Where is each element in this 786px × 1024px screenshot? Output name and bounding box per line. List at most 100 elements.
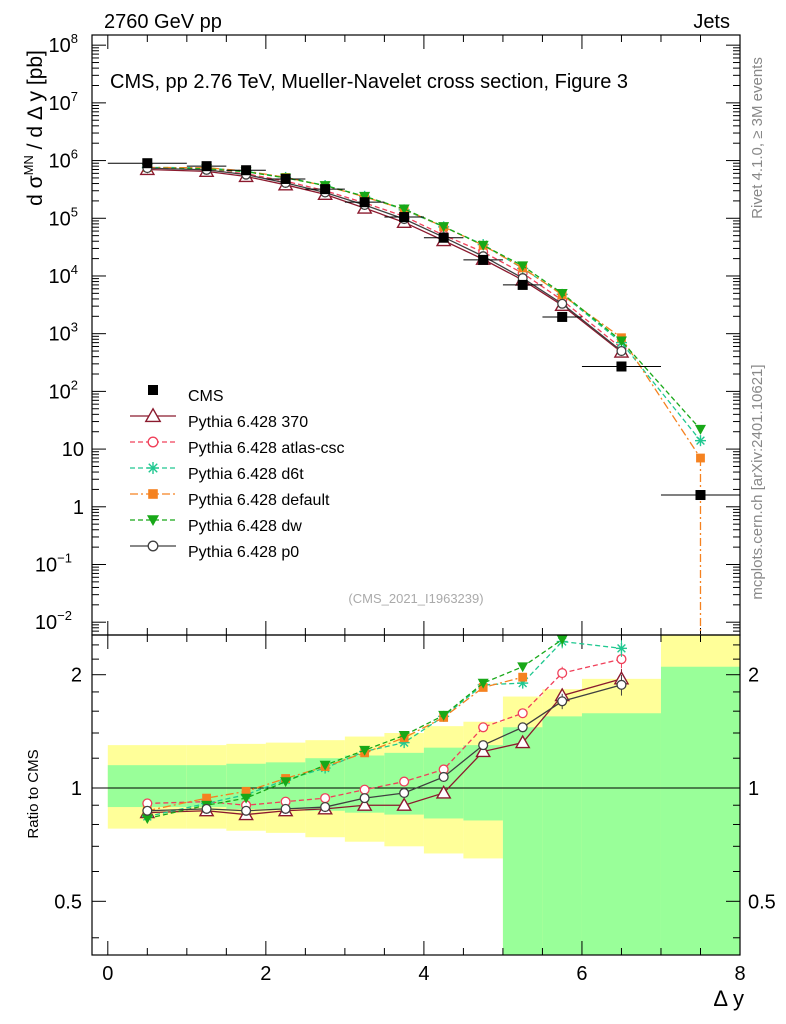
ratio-point-p370 (514, 734, 531, 749)
ratio-point-default (518, 672, 528, 682)
ratio-axis: 0.5 0.5 1 1 2 2 0 2 4 6 8 (54, 635, 776, 985)
main-axis: 10−2 10−1 1 10 102 103 104 105 106 107 108 (35, 31, 741, 635)
main-point-dw (438, 222, 450, 233)
legend-marker-d6t (147, 462, 159, 474)
main-y-tick-label: 10 (62, 439, 84, 461)
main-y-tick-label: 105 (49, 204, 78, 230)
ratio-y-tick-label: 1 (71, 778, 82, 800)
legend-label-cms: CMS (188, 388, 224, 405)
legend-marker-p0 (147, 540, 159, 552)
cms-point (438, 232, 449, 243)
ratio-point-p0 (616, 679, 627, 690)
ratio-point-p0 (557, 696, 568, 707)
ratio-y-tick-label-right: 1 (748, 778, 759, 800)
legend-marker-dw (147, 515, 159, 526)
legend-marker-default (148, 489, 158, 499)
legend-marker-atlas (147, 436, 159, 448)
ratio-line-p370 (147, 678, 622, 816)
x-tick-label: 4 (418, 963, 429, 985)
main-y-tick-label: 104 (49, 262, 78, 288)
main-point-p0 (557, 298, 568, 309)
ratio-series-atlas (142, 650, 627, 811)
cms-point (320, 184, 331, 195)
main-point-d6t (694, 435, 706, 447)
ratio-frame (91, 634, 741, 956)
main-point-dw (398, 204, 410, 215)
main-series-cms (107, 158, 740, 501)
main-y-tick-label: 106 (49, 147, 78, 173)
ratio-point-p0 (201, 803, 212, 814)
cms-point (399, 212, 410, 223)
ratio-point-dw (319, 760, 331, 771)
ratio-point-p370 (356, 797, 373, 811)
main-series-dw (141, 163, 706, 435)
main-point-dw (556, 288, 568, 299)
main-y-tick-label: 103 (49, 320, 78, 346)
ratio-point-p0 (280, 803, 291, 814)
legend: CMS Pythia 6.428 370 Pythia 6.428 atlas-… (130, 385, 345, 561)
main-line-p370 (147, 168, 622, 353)
main-point-dw (615, 336, 627, 347)
ratio-line-default (147, 676, 523, 812)
ratio-point-p370 (396, 797, 412, 811)
stat-band (581, 713, 661, 955)
main-y-tick-label: 107 (49, 89, 78, 115)
ratio-series-dw (141, 635, 568, 824)
ratio-point-p370 (475, 743, 491, 758)
plot-title: CMS, pp 2.76 TeV, Mueller-Navelet cross … (110, 71, 628, 93)
rivet-label: Rivet 4.1.0, ≥ 3M events (749, 57, 766, 219)
main-ylabel: d σMN / d Δ y [pb] (21, 50, 47, 206)
ratio-point-p370 (435, 784, 452, 799)
x-tick-label: 2 (260, 963, 271, 985)
legend-label-dw: Pythia 6.428 dw (188, 518, 302, 535)
ratio-point-dw (240, 793, 252, 804)
ratio-point-default (241, 786, 251, 796)
legend-marker-p370 (144, 407, 162, 423)
ratio-ylabel: Ratio to CMS (25, 749, 42, 838)
ratio-point-dw (398, 730, 410, 741)
legend-label-atlas: Pythia 6.428 atlas-csc (188, 440, 345, 457)
energy-header: 2760 GeV pp (104, 11, 222, 33)
legend-label-p370: Pythia 6.428 370 (188, 414, 308, 431)
ratio-point-p0 (438, 771, 449, 782)
cms-point (616, 361, 627, 372)
cms-point (695, 490, 706, 501)
x-tick-label: 8 (734, 963, 745, 985)
legend-label-default: Pythia 6.428 default (188, 492, 330, 509)
ratio-point-dw (141, 814, 153, 824)
cms-point (241, 165, 252, 176)
ratio-y-tick-label-right: 0.5 (748, 891, 776, 913)
main-point-dw (694, 424, 706, 435)
cms-point (142, 158, 153, 169)
ratio-series-p0 (142, 674, 627, 816)
ratio-point-atlas (399, 776, 410, 787)
main-series-atlas (142, 162, 627, 354)
svg-text:d σMN / d Δ y [pb]: d σMN / d Δ y [pb] (21, 50, 47, 206)
ratio-point-dw (280, 777, 292, 788)
ratio-point-p0 (399, 787, 410, 799)
ratio-point-atlas (359, 784, 370, 795)
legend-label-d6t: Pythia 6.428 d6t (188, 466, 304, 483)
ratio-y-tick-label: 2 (71, 665, 82, 687)
cms-point (280, 173, 291, 184)
mcplots-label: mcplots.cern.ch [arXiv:2401.10621] (749, 364, 766, 599)
main-line-atlas (147, 166, 622, 349)
legend-marker-cms (148, 385, 158, 395)
analysis-watermark: (CMS_2021_I1963239) (348, 591, 483, 606)
jets-header: Jets (693, 11, 730, 33)
cms-point (478, 254, 489, 265)
ratio-point-dw (556, 635, 568, 646)
ratio-y-tick-label-right: 2 (748, 665, 759, 687)
ratio-point-atlas (517, 708, 528, 719)
ratio-point-atlas (320, 793, 331, 804)
main-series-p0 (142, 163, 627, 357)
ratio-point-atlas (557, 668, 568, 679)
ratio-point-p0 (517, 722, 528, 733)
main-point-p0 (616, 346, 627, 357)
x-tick-label: 6 (576, 963, 587, 985)
stat-band (423, 747, 464, 819)
main-point-dw (517, 261, 529, 272)
cms-point (359, 197, 370, 208)
ratio-point-p0 (241, 805, 252, 816)
